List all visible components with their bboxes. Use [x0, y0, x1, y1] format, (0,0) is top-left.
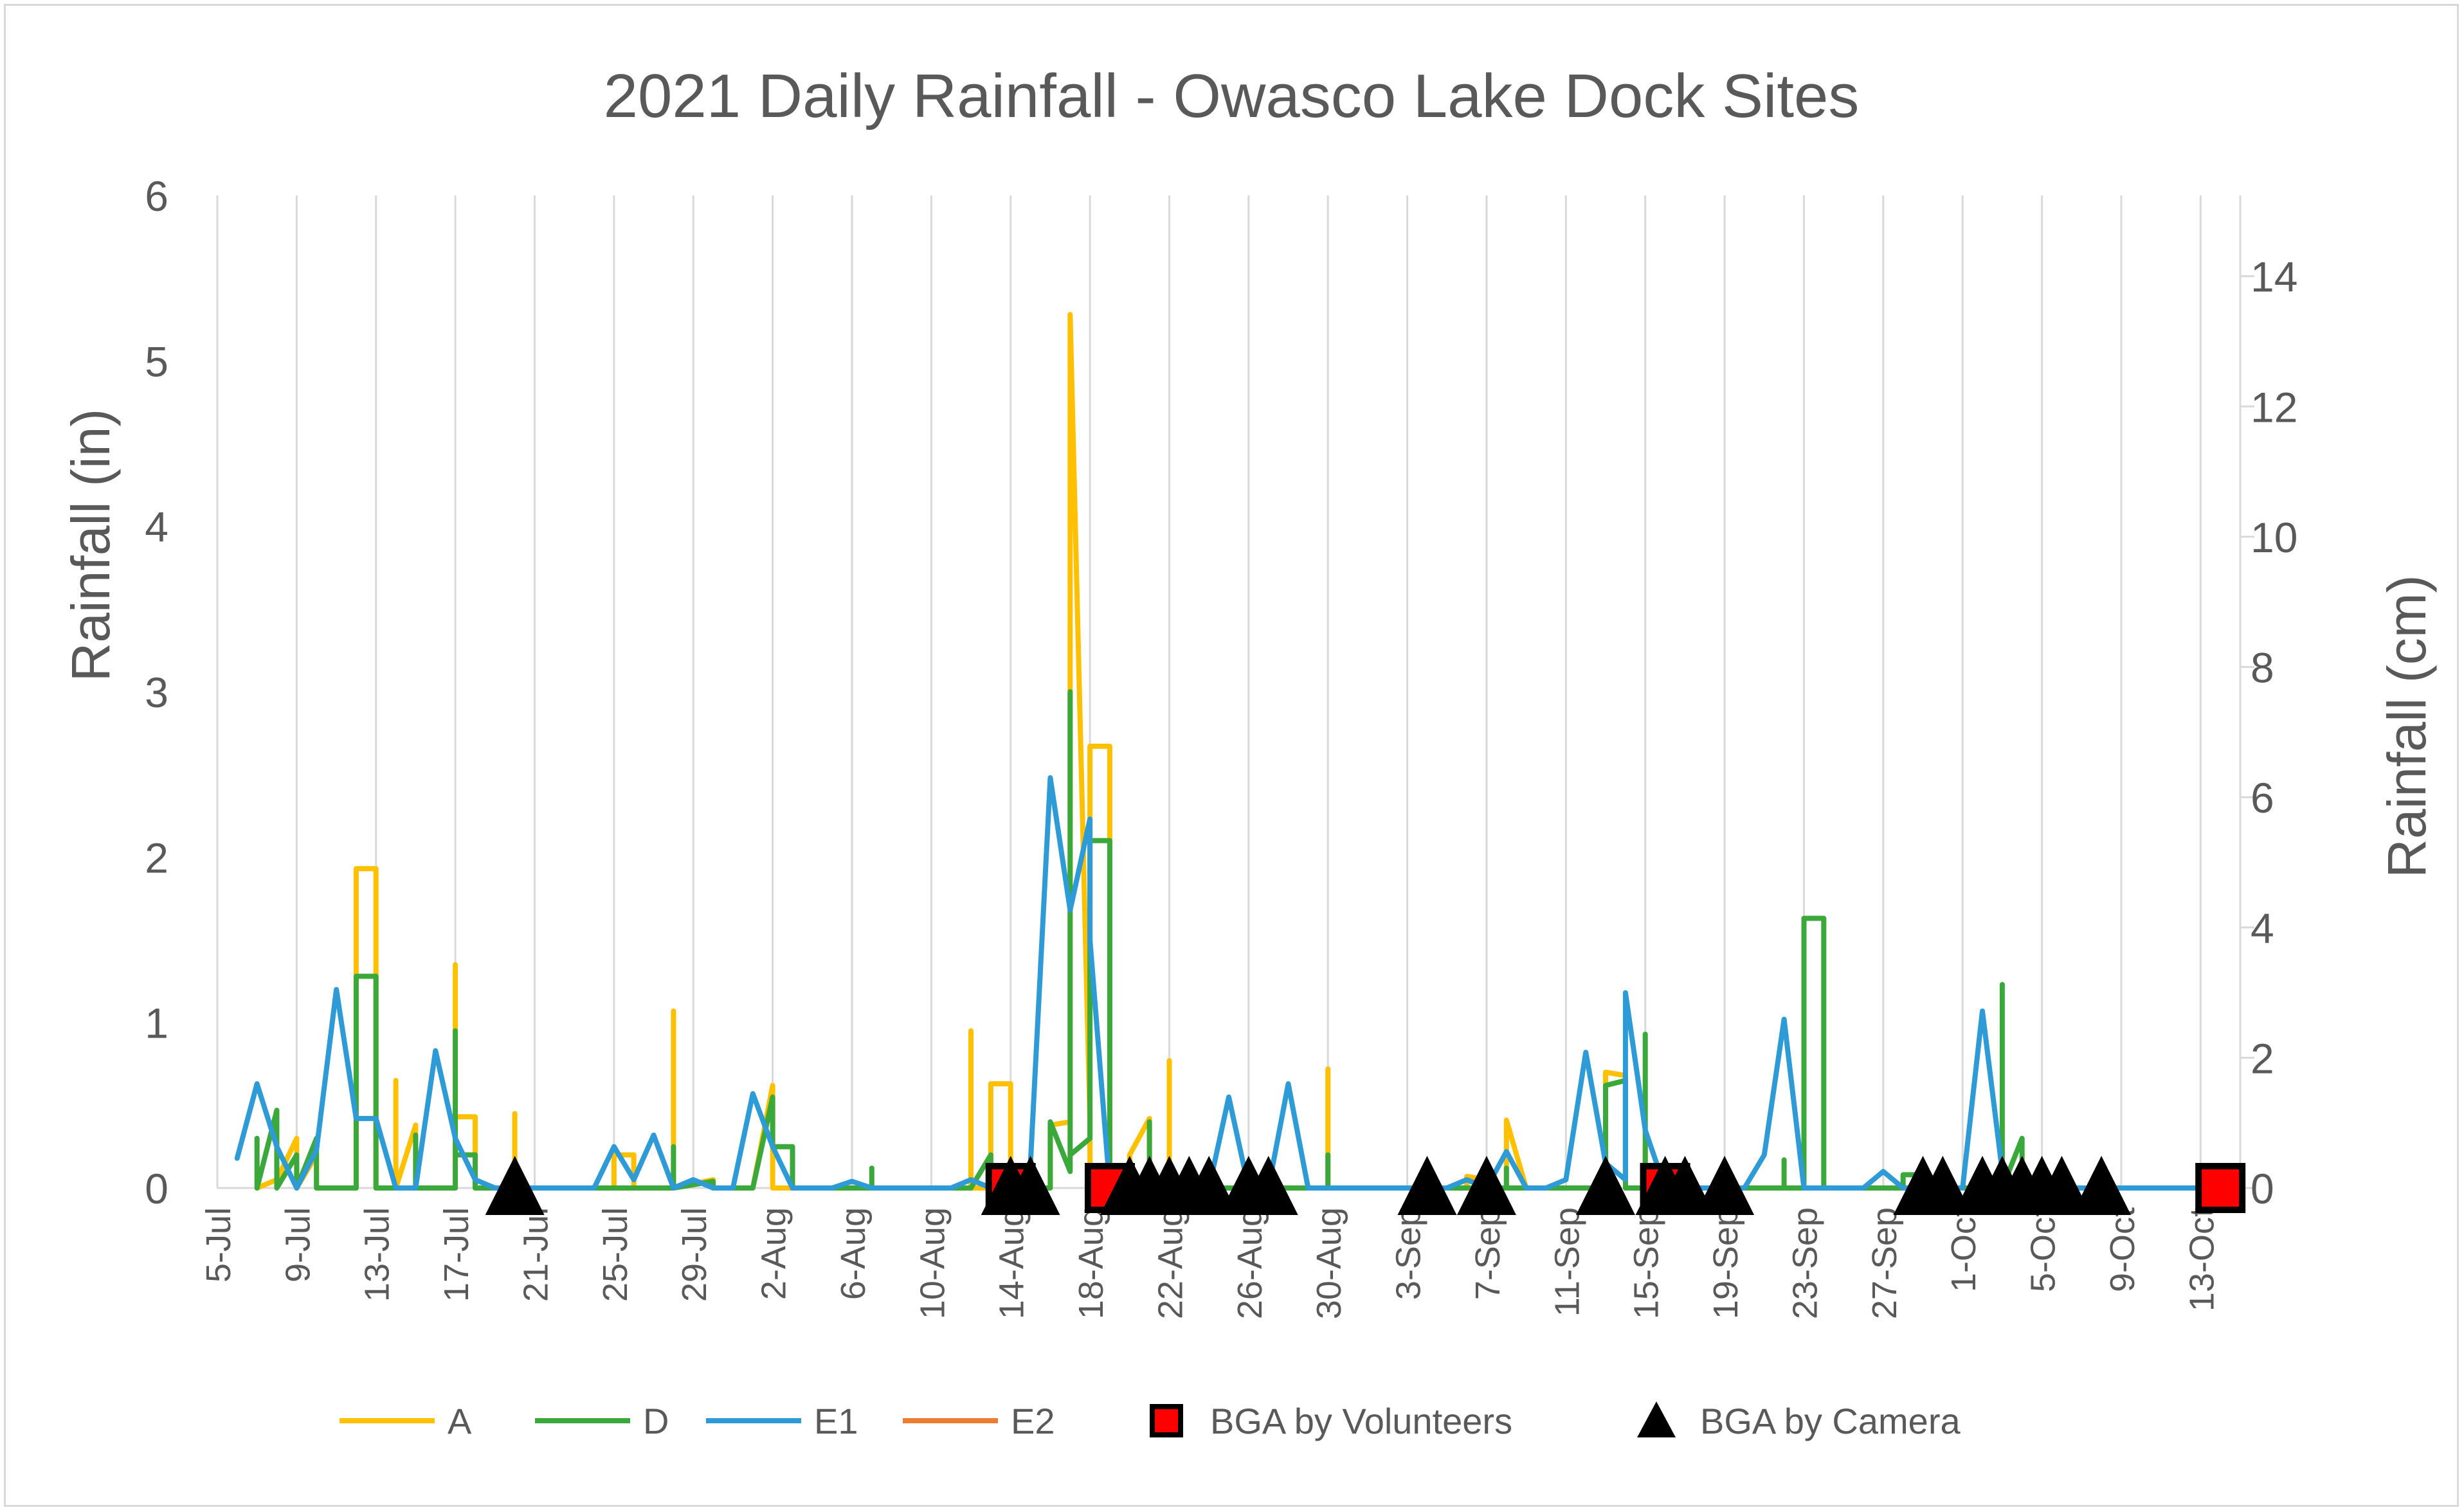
x-tick-label: 11-Sep — [1548, 1207, 1586, 1317]
marker-bga-camera — [1695, 1156, 1755, 1215]
x-tick-label: 9-Jul — [278, 1207, 317, 1282]
x-tick-label: 15-Sep — [1627, 1207, 1666, 1319]
legend-label: A — [448, 1401, 472, 1441]
legend-label: E2 — [1011, 1401, 1055, 1441]
x-tick-label: 26-Aug — [1231, 1207, 1269, 1319]
y-tick-label-left: 0 — [145, 1165, 168, 1212]
y-tick-label-right: 12 — [2251, 383, 2297, 431]
marker-bga-camera — [2032, 1156, 2092, 1215]
legend-label: BGA by Volunteers — [1210, 1401, 1512, 1441]
x-tick-label: 18-Aug — [1072, 1207, 1110, 1319]
x-tick-label: 5-Oct — [2024, 1207, 2063, 1292]
marker-bga-camera — [1001, 1156, 1060, 1215]
marker-bga-camera — [485, 1156, 545, 1215]
y-tick-label-right: 14 — [2251, 253, 2297, 301]
x-tick-label: 5-Jul — [199, 1207, 238, 1282]
x-tick-label: 7-Sep — [1469, 1207, 1507, 1300]
legend-label: D — [643, 1401, 669, 1441]
marker-layer — [485, 1156, 2246, 1215]
legend-label: E1 — [814, 1401, 858, 1441]
marker-bga-camera — [1655, 1156, 1715, 1215]
y-tick-label-right: 2 — [2251, 1034, 2274, 1082]
y-tick-label-left: 2 — [145, 834, 168, 881]
y-axis-label-left: Rainfall (in) — [60, 409, 121, 682]
marker-bga-camera — [1397, 1156, 1457, 1215]
legend-swatch-camera — [1637, 1401, 1676, 1437]
axes: 5-Jul 9-Jul 13-Jul 17-Jul 21-Jul 25-Jul 29-Jul… — [145, 172, 2297, 1319]
series-line-a — [254, 312, 2224, 1191]
x-tick-label: 25-Jul — [596, 1207, 635, 1302]
y-tick-label-left: 3 — [145, 669, 168, 716]
legend: A D E1 E2 BGA by Volunteers BGA by Camera — [340, 1401, 1961, 1441]
marker-bga-camera — [1456, 1156, 1516, 1215]
x-tick-label: 29-Jul — [675, 1207, 714, 1302]
y-tick-label-right: 10 — [2251, 514, 2297, 561]
x-tick-label: 3-Sep — [1390, 1207, 1428, 1300]
chart-frame — [4, 4, 2459, 1507]
x-tick-label: 10-Aug — [913, 1207, 952, 1319]
marker-bga-volunteers — [2195, 1163, 2246, 1213]
y-tick-label-right: 8 — [2251, 644, 2274, 692]
marker-bga-camera — [1179, 1156, 1239, 1215]
y-tick-label-left: 5 — [145, 338, 168, 385]
x-tick-label: 9-Oct — [2103, 1207, 2142, 1292]
x-tick-label: 1-Oct — [1944, 1207, 1983, 1292]
legend-swatch-volunteers — [1150, 1404, 1183, 1437]
x-tick-label: 27-Sep — [1865, 1207, 1904, 1319]
y-tick-label-left: 4 — [145, 503, 168, 551]
x-tick-label: 23-Sep — [1786, 1207, 1824, 1319]
legend-label: BGA by Camera — [1700, 1401, 1961, 1441]
marker-bga-camera — [2072, 1156, 2132, 1215]
chart-title: 2021 Daily Rainfall - Owasco Lake Dock S… — [604, 62, 1860, 130]
marker-bga-camera — [1238, 1156, 1298, 1215]
x-tick-label: 30-Aug — [1310, 1207, 1348, 1319]
x-tick-label: 22-Aug — [1151, 1207, 1190, 1319]
x-tick-label: 6-Aug — [834, 1207, 873, 1300]
y-tick-label-right: 6 — [2251, 774, 2274, 822]
x-tick-label: 13-Jul — [358, 1207, 397, 1302]
y-tick-label-left: 6 — [145, 172, 168, 220]
y-axis-label-right: Rainfall (cm) — [2377, 575, 2437, 878]
y-tick-label-right: 4 — [2251, 905, 2274, 952]
x-tick-label: 13-Oct — [2182, 1207, 2221, 1311]
x-tick-label: 17-Jul — [437, 1207, 476, 1302]
x-tick-label: 2-Aug — [755, 1207, 793, 1300]
x-tick-label: 19-Sep — [1707, 1207, 1745, 1319]
y-tick-label-right: 0 — [2251, 1165, 2274, 1212]
marker-bga-camera — [1576, 1156, 1636, 1215]
x-tick-label: 21-Jul — [516, 1207, 555, 1302]
marker-bga-camera — [1913, 1156, 1973, 1215]
x-tick-label: 14-Aug — [993, 1207, 1031, 1319]
series-line-d — [254, 689, 2224, 1191]
y-tick-label-left: 1 — [145, 1000, 168, 1047]
gridlines — [216, 195, 2202, 1188]
